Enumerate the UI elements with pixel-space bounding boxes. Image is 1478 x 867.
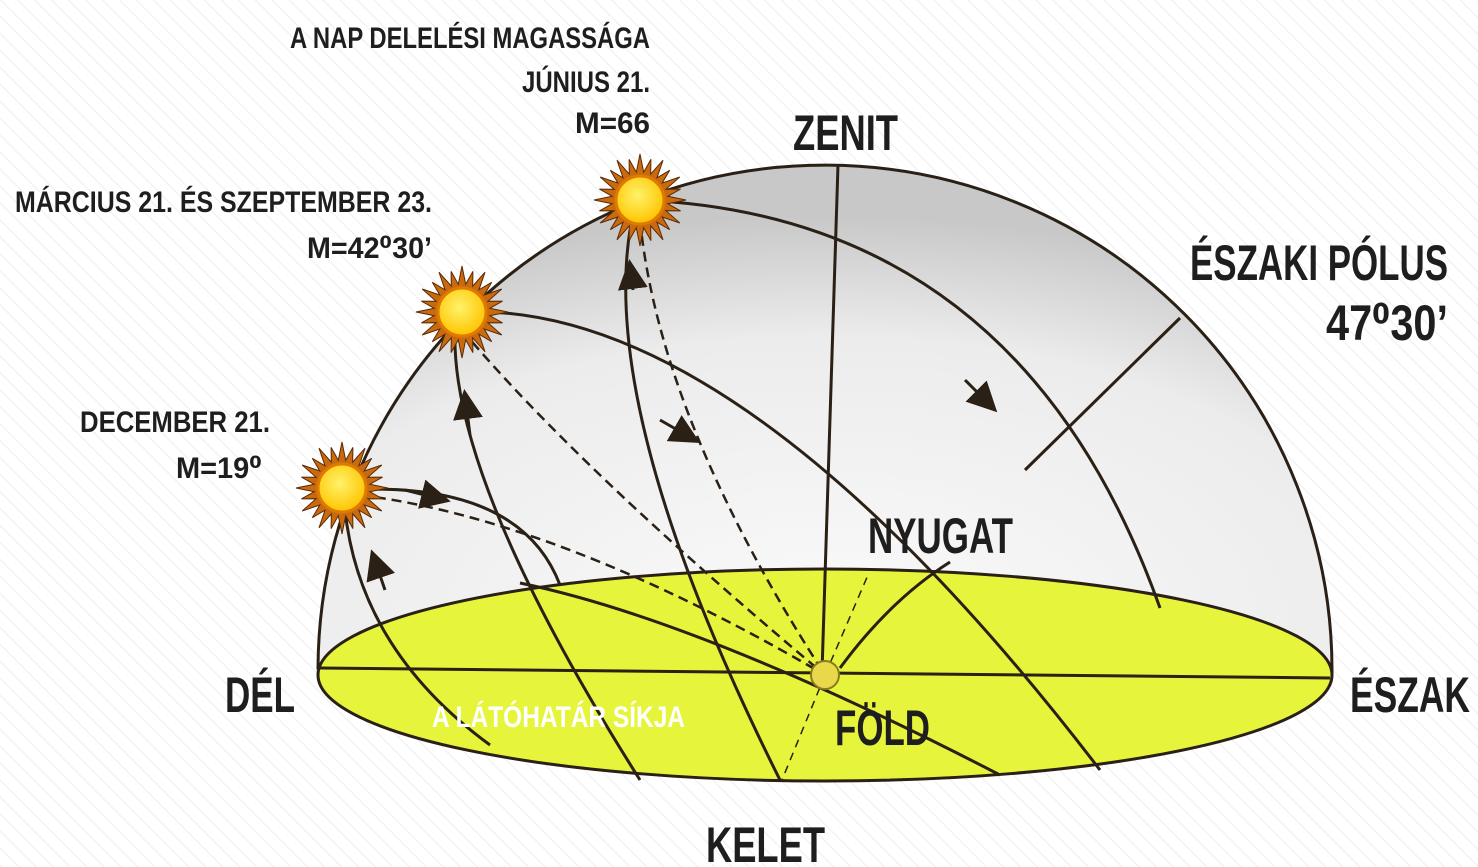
sun: [318, 464, 366, 512]
june-height: M=66: [575, 107, 650, 140]
north-pole-angle: 47⁰30’: [1326, 295, 1448, 351]
east-label: KELET: [706, 817, 825, 867]
december-date: DECEMBER 21.: [80, 406, 270, 439]
sun: [438, 288, 486, 336]
earth-label: FÖLD: [835, 700, 930, 756]
diagram: A NAP DELELÉSI MAGASSÁGA JÚNIUS 21. M=66…: [0, 0, 1478, 867]
earth-marker: [811, 661, 839, 689]
heading: A NAP DELELÉSI MAGASSÁGA: [290, 21, 650, 55]
zenith-label: ZENIT: [793, 105, 898, 161]
equinox-height: M=42⁰30’: [307, 232, 432, 265]
west-label: NYUGAT: [868, 508, 1013, 564]
sun: [616, 176, 664, 224]
page: {"sun_labels": { "heading": "A NAP DELEL…: [0, 0, 1478, 867]
south-label: DÉL: [225, 667, 295, 723]
horizon-label: A LÁTÓHATÁR SÍKJA: [432, 700, 685, 734]
north-label: ÉSZAK: [1350, 667, 1470, 723]
june-date: JÚNIUS 21.: [522, 65, 650, 99]
north-pole-label: ÉSZAKI PÓLUS: [1190, 235, 1448, 291]
equinox-date: MÁRCIUS 21. ÉS SZEPTEMBER 23.: [15, 185, 432, 219]
december-height: M=19⁰: [176, 452, 262, 485]
